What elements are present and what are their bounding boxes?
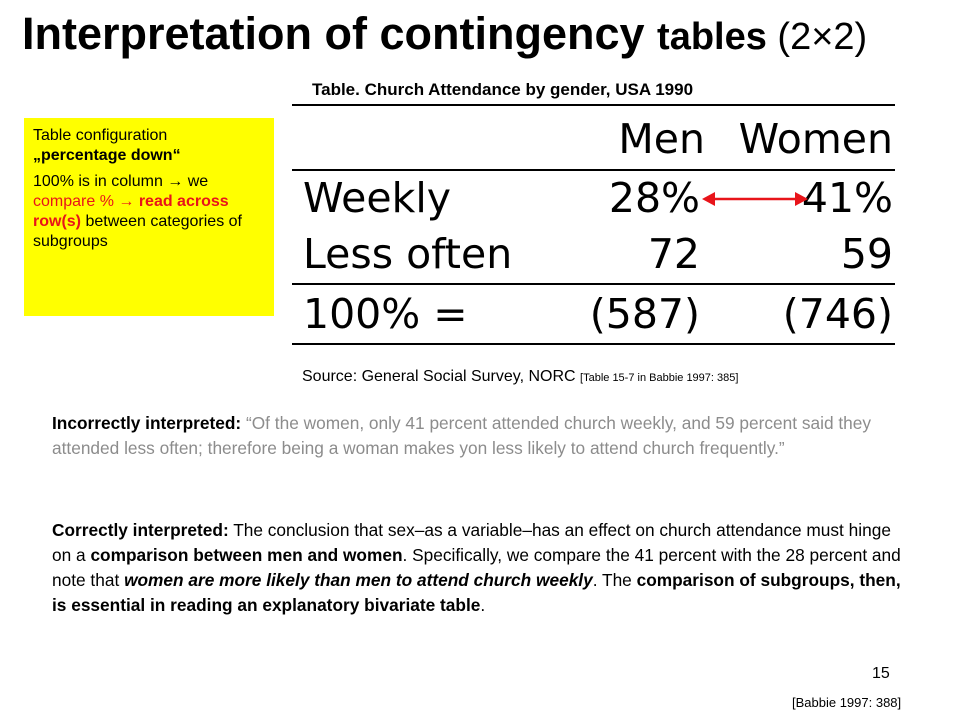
row-label-less-often: Less often xyxy=(303,230,513,278)
correct-interpretation: Correctly interpreted: The conclusion th… xyxy=(52,518,902,618)
correct-text-3: . The xyxy=(592,570,637,590)
cell-less-often-women: 59 xyxy=(840,230,893,278)
source-reference: [Table 15-7 in Babbie 1997: 385] xyxy=(580,372,739,384)
correct-text-2: . Specifically, we compare the 41 percen… xyxy=(52,545,901,590)
note-text-d: between categories of subgroups xyxy=(33,213,242,250)
title-part1: Interpretation of contingency xyxy=(22,8,658,59)
note-text-b: compare % → xyxy=(33,193,139,210)
cell-less-often-men: 72 xyxy=(647,230,700,278)
note-line2: „percentage down“ xyxy=(33,147,181,164)
table-source: Source: General Social Survey, NORC [Tab… xyxy=(302,368,738,386)
compare-arrow-icon xyxy=(702,192,808,206)
source-text: Source: General Social Survey, NORC xyxy=(302,368,581,385)
row-label-weekly: Weekly xyxy=(303,174,451,222)
note-text-c: read across row(s) xyxy=(33,193,229,230)
table-rule-total xyxy=(292,283,895,285)
note-line1: Table configuration xyxy=(33,127,168,144)
correct-text-1: The conclusion that sex–as a variable–ha… xyxy=(52,520,891,565)
correct-bold-italic: women are more likely than men to attend… xyxy=(124,570,593,590)
incorrect-label: Incorrectly interpreted: xyxy=(52,413,242,433)
row-label-total: 100% = xyxy=(303,290,468,338)
slide-title: Interpretation of contingency tables (2×… xyxy=(22,8,952,60)
table-rule-header xyxy=(292,169,895,171)
correct-bold-1: comparison between men and women xyxy=(90,545,403,565)
incorrect-interpretation: Incorrectly interpreted: “Of the women, … xyxy=(52,411,902,461)
cell-weekly-men: 28% xyxy=(608,174,700,222)
note-paragraph: 100% is in column → we compare % → read … xyxy=(33,172,265,252)
correct-text-4: . xyxy=(480,595,486,615)
cell-total-men: (587) xyxy=(589,290,700,338)
citation: [Babbie 1997: 388] xyxy=(792,695,902,710)
incorrect-quote: “Of the women, only 41 percent attended … xyxy=(52,413,872,458)
table-rule-bottom xyxy=(292,343,895,345)
correct-label: Correctly interpreted: xyxy=(52,520,229,540)
cell-weekly-women: 41% xyxy=(801,174,893,222)
table-caption: Table. Church Attendance by gender, USA … xyxy=(312,80,694,99)
note-box: Table configuration „percentage down“ 10… xyxy=(24,118,274,316)
cell-total-women: (746) xyxy=(782,290,893,338)
title-part2: tables xyxy=(657,16,767,58)
column-header-women: Women xyxy=(738,115,893,163)
note-text-a: 100% is in column → we xyxy=(33,173,209,190)
title-part3: (2×2) xyxy=(766,16,868,58)
page-number: 15 xyxy=(872,665,890,682)
correct-bold-2: comparison of subgroups, then, is essent… xyxy=(52,570,901,615)
column-header-men: Men xyxy=(618,115,705,163)
table-rule-top xyxy=(292,104,895,106)
